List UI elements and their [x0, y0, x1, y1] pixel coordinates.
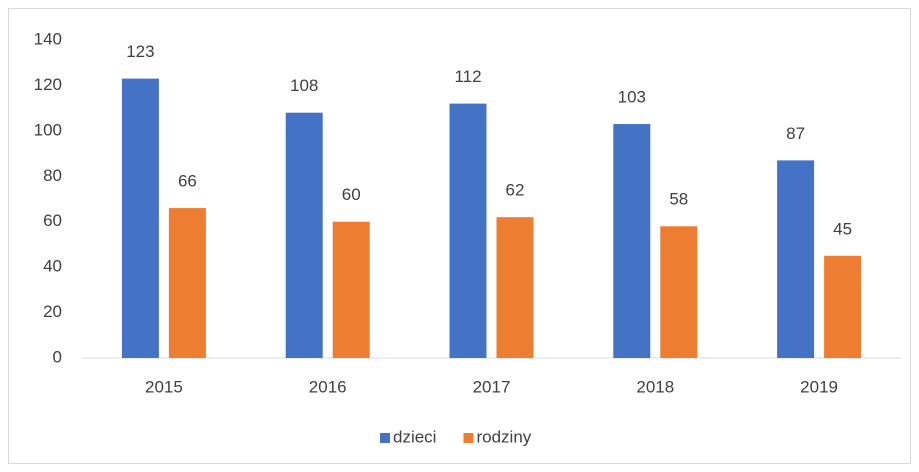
bar [285, 112, 323, 358]
bar [121, 78, 159, 358]
y-tick-label: 140 [34, 29, 62, 48]
y-tick-label: 80 [43, 166, 62, 185]
y-tick-label: 100 [34, 120, 62, 139]
bar [660, 226, 698, 358]
legend-swatch [463, 433, 474, 443]
data-label: 103 [618, 88, 646, 107]
bar [449, 103, 487, 358]
data-label: 58 [669, 190, 688, 209]
data-label: 60 [342, 185, 361, 204]
bar [824, 255, 862, 358]
bar [168, 208, 206, 358]
data-label: 66 [178, 172, 197, 191]
data-label: 108 [290, 76, 318, 95]
y-tick-label: 60 [43, 211, 62, 230]
bar [613, 124, 651, 359]
data-label: 45 [833, 219, 852, 238]
x-tick-label: 2018 [636, 377, 674, 396]
data-label: 123 [126, 42, 154, 61]
data-label: 112 [454, 67, 481, 86]
x-tick-label: 2019 [800, 377, 838, 396]
x-tick-label: 2015 [145, 377, 183, 396]
y-tick-label: 40 [43, 257, 62, 276]
x-tick-label: 2017 [473, 377, 511, 396]
y-tick-label: 0 [53, 347, 62, 366]
bar [496, 217, 534, 358]
data-label: 87 [786, 124, 805, 143]
y-tick-label: 20 [43, 302, 62, 321]
bar [777, 160, 815, 358]
legend-label: rodziny [476, 427, 531, 446]
x-tick-label: 2016 [309, 377, 347, 396]
bar [332, 221, 370, 358]
legend-swatch [380, 433, 390, 443]
y-tick-label: 120 [34, 75, 62, 94]
legend-label: dzieci [393, 427, 436, 446]
data-label: 62 [506, 181, 525, 200]
